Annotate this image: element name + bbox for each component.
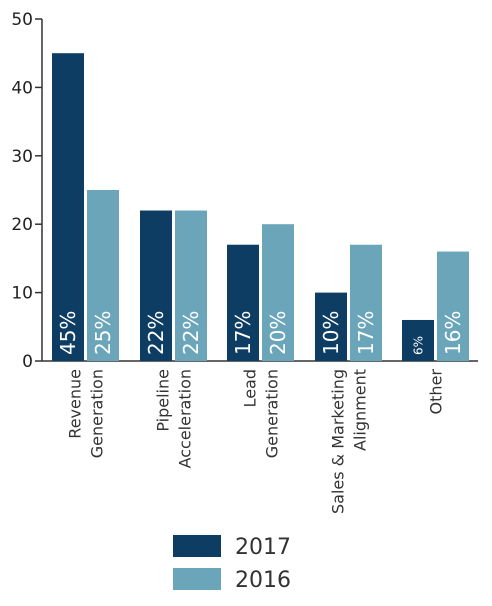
y-tick-label: 10	[11, 284, 33, 304]
bar-2016-1	[175, 210, 207, 361]
legend-swatch-2016	[173, 568, 221, 590]
bar-value-label: 22%	[144, 311, 168, 355]
bar-value-label: 45%	[56, 311, 80, 355]
category-label-line: Acceleration	[176, 369, 195, 468]
bar-value-label: 16%	[441, 311, 465, 355]
y-tick-label: 50	[11, 10, 33, 30]
legend-label-2017: 2017	[235, 535, 291, 560]
bar-value-label: 10%	[319, 311, 343, 355]
bar-2016-0	[87, 190, 119, 361]
bar-value-label: 25%	[91, 311, 115, 355]
legend-label-2016: 2016	[235, 568, 291, 593]
bar-2017-0	[52, 53, 84, 361]
category-label-line: Sales & Marketing	[329, 369, 348, 514]
category-label: Lead Generation	[241, 369, 282, 458]
category-label-line: Pipeline	[154, 369, 173, 432]
bar-2017-2	[227, 244, 259, 361]
category-label: Other	[427, 369, 446, 415]
bar-2017-1	[140, 210, 172, 361]
category-label-line: Lead	[241, 369, 260, 407]
bar-value-label: 17%	[231, 311, 255, 355]
category-label-line: Generation	[88, 369, 107, 458]
bar-2016-3	[350, 244, 382, 361]
y-tick-label: 0	[22, 352, 33, 372]
bar-value-label: 20%	[266, 311, 290, 355]
legend-swatch-2017	[173, 535, 221, 557]
category-label-line: Revenue	[66, 369, 85, 439]
category-label: Pipeline Acceleration	[154, 369, 195, 468]
category-label-line: Generation	[263, 369, 282, 458]
bar-value-label: 22%	[179, 311, 203, 355]
bar-2017-3	[315, 292, 347, 361]
bar-value-label: 6%	[411, 336, 425, 355]
bar-value-label: 17%	[354, 311, 378, 355]
category-label: Revenue Generation	[66, 369, 107, 458]
category-label-line: Other	[427, 369, 446, 415]
y-tick-label: 20	[11, 215, 33, 235]
bar-2016-4	[437, 251, 469, 361]
y-tick-label: 40	[11, 78, 33, 98]
bar-2017-4	[402, 319, 434, 361]
category-label-line: Alignment	[351, 369, 370, 451]
y-tick-label: 30	[11, 147, 33, 167]
bar-2016-2	[262, 224, 294, 361]
category-label: Sales & Marketing Alignment	[329, 369, 370, 514]
